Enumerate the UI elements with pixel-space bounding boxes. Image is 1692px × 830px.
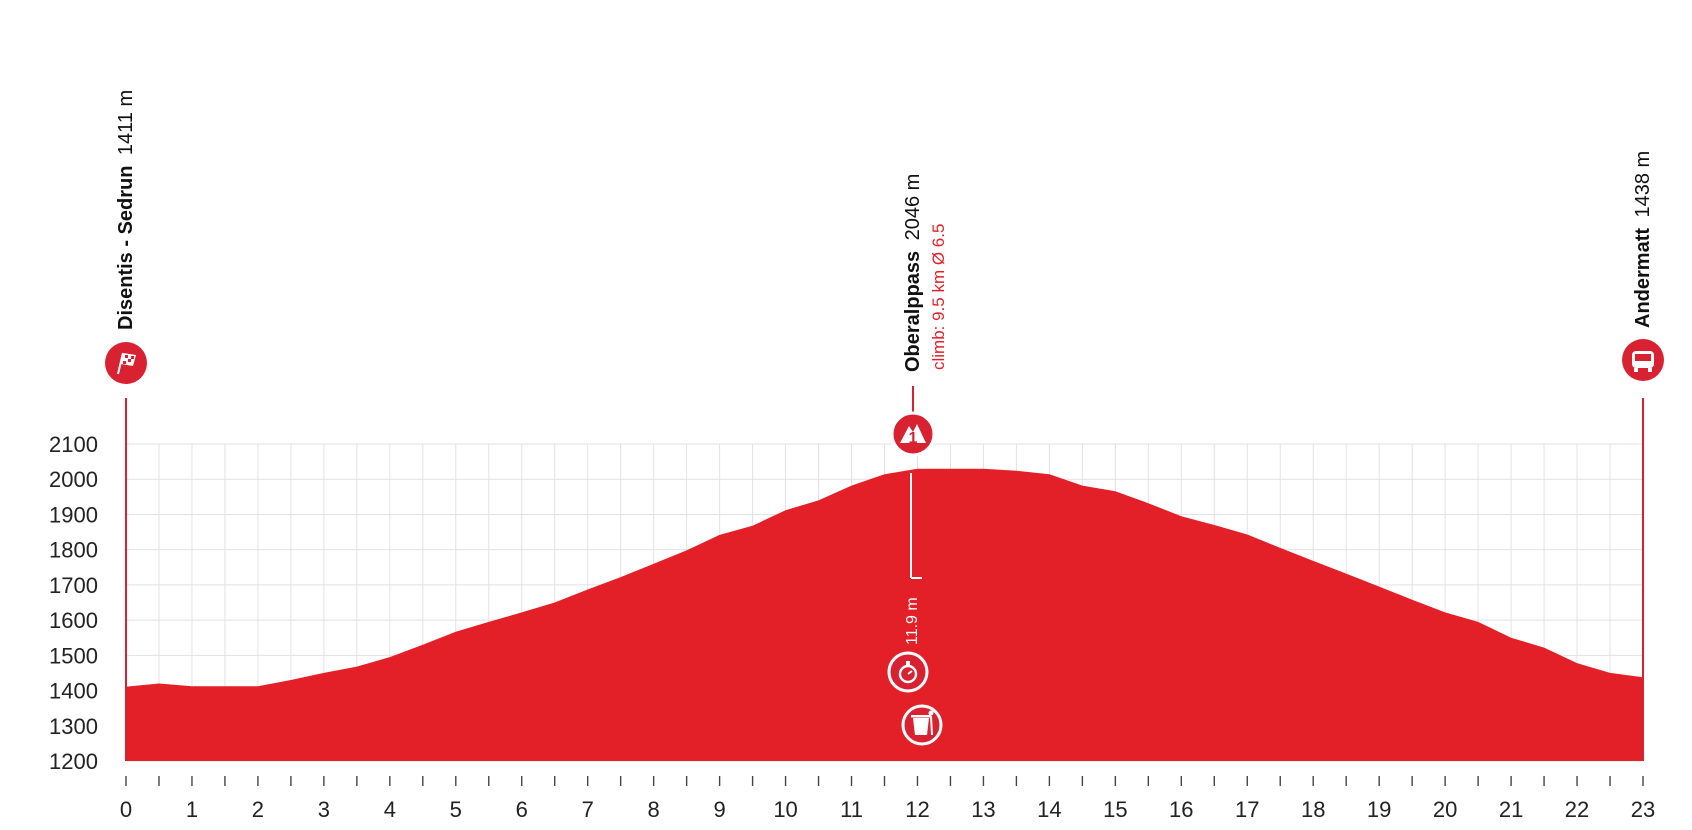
y-tick-label: 1800 xyxy=(49,538,98,563)
y-tick-label: 2100 xyxy=(49,432,98,457)
x-tick-label: 7 xyxy=(582,797,594,822)
x-tick-label: 22 xyxy=(1565,797,1589,822)
summit-category: 1 xyxy=(909,430,918,447)
stopwatch-icon-circle xyxy=(887,651,929,693)
trash-bin-icon xyxy=(911,710,934,736)
x-tick-label: 23 xyxy=(1631,797,1655,822)
y-tick-label: 2000 xyxy=(49,467,98,492)
x-tick-label: 21 xyxy=(1499,797,1523,822)
x-tick-label: 3 xyxy=(318,797,330,822)
intermediate-label: 11.9 m xyxy=(904,597,921,645)
start-name: Disentis - Sedrun xyxy=(115,166,137,330)
svg-text:Andermatt 1438 m: Andermatt 1438 m xyxy=(1632,151,1654,328)
y-tick-label: 1200 xyxy=(49,749,98,774)
x-tick-label: 10 xyxy=(773,797,797,822)
y-tick-label: 1900 xyxy=(49,502,98,527)
x-tick-label: 19 xyxy=(1367,797,1391,822)
elevation-profile-area xyxy=(126,468,1643,761)
x-tick-label: 9 xyxy=(713,797,725,822)
x-tick-label: 20 xyxy=(1433,797,1457,822)
y-tick-label: 1500 xyxy=(49,643,98,668)
intermediate-marker: 11.9 m xyxy=(887,473,929,693)
y-tick-label: 1700 xyxy=(49,573,98,598)
svg-text:Disentis - Sedrun 1411 m: Disentis - Sedrun 1411 m xyxy=(115,90,137,330)
axes: 1200130014001500160017001800190020002100… xyxy=(49,432,1655,822)
finish-marker: Andermatt 1438 m xyxy=(1622,151,1664,761)
start-altitude: 1411 m xyxy=(115,90,137,155)
x-tick-label: 0 xyxy=(120,797,132,822)
profile-area-layer xyxy=(126,468,1643,761)
x-tick-label: 2 xyxy=(252,797,264,822)
y-tick-label: 1600 xyxy=(49,608,98,633)
y-tick-label: 1300 xyxy=(49,714,98,739)
checkered-flag-icon xyxy=(117,352,136,375)
waste-zone-marker xyxy=(901,704,943,746)
x-tick-label: 13 xyxy=(971,797,995,822)
finish-altitude: 1438 m xyxy=(1632,151,1654,218)
bus-icon xyxy=(1632,351,1654,372)
summit-climb-info: climb: 9.5 km Ø 6.5 xyxy=(929,224,948,370)
stopwatch-icon xyxy=(898,661,918,684)
x-tick-label: 4 xyxy=(384,797,396,822)
x-tick-label: 11 xyxy=(840,797,863,822)
x-tick-label: 16 xyxy=(1169,797,1193,822)
svg-text:Oberalppass 2046 m: Oberalppass 2046 m xyxy=(902,174,924,372)
x-tick-label: 18 xyxy=(1301,797,1325,822)
summit-altitude: 2046 m xyxy=(902,174,924,241)
x-tick-label: 17 xyxy=(1235,797,1259,822)
x-tick-label: 12 xyxy=(905,797,929,822)
x-tick-label: 14 xyxy=(1037,797,1061,822)
x-tick-label: 5 xyxy=(450,797,462,822)
finish-name: Andermatt xyxy=(1632,228,1654,328)
summit-name: Oberalppass xyxy=(902,251,924,372)
start-marker: Disentis - Sedrun 1411 m xyxy=(105,90,147,761)
y-tick-label: 1400 xyxy=(49,679,98,704)
mountain-category-1-icon: 1 xyxy=(900,424,926,447)
x-tick-label: 1 xyxy=(186,797,198,822)
x-tick-label: 8 xyxy=(648,797,660,822)
x-tick-label: 15 xyxy=(1103,797,1127,822)
summit-marker: Oberalppass 2046 m climb: 9.5 km Ø 6.5 1 xyxy=(890,174,948,457)
x-tick-label: 6 xyxy=(516,797,528,822)
